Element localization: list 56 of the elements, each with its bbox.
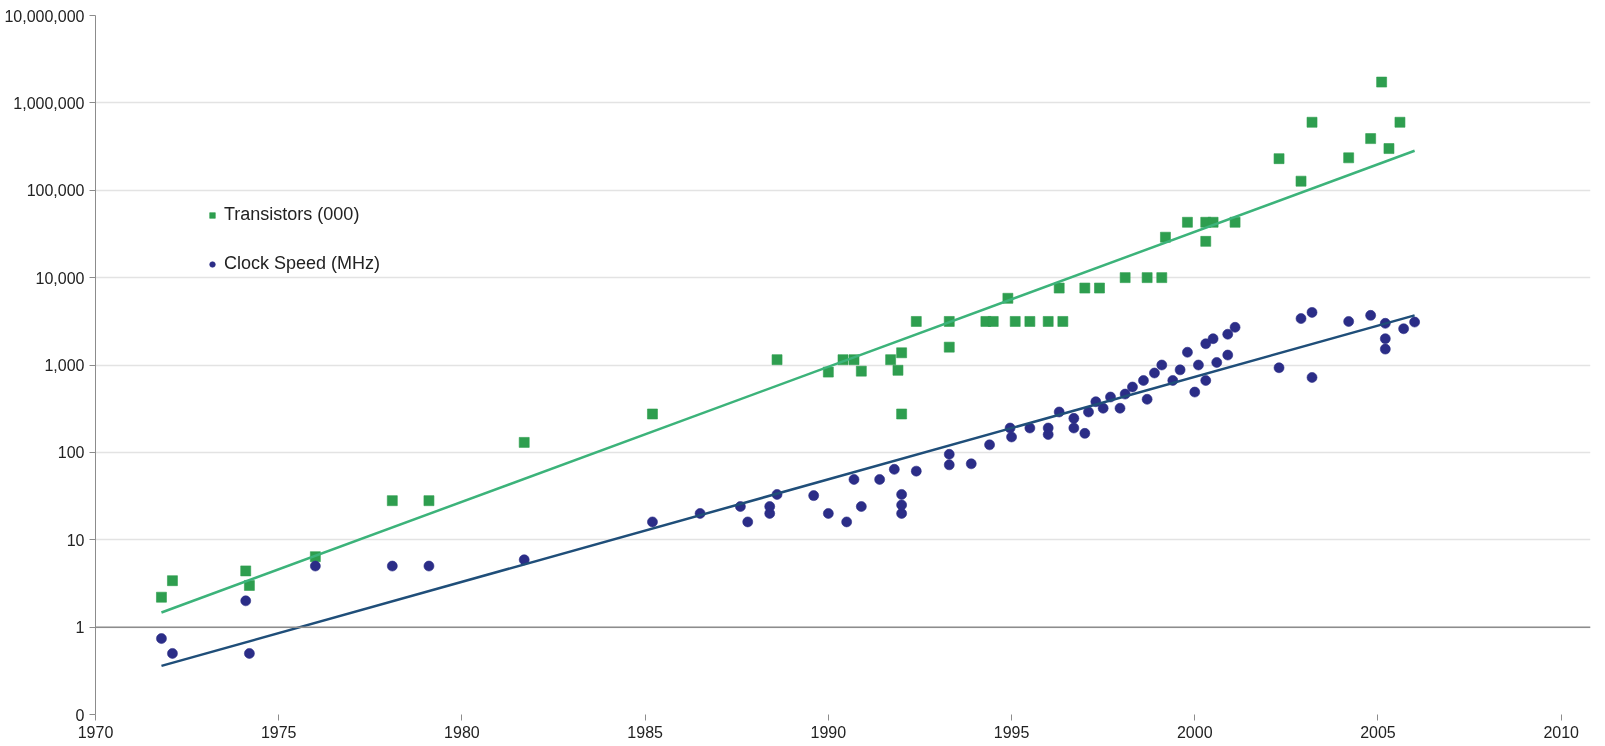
point: [885, 354, 897, 366]
point: [1094, 282, 1105, 294]
point: [1024, 315, 1036, 327]
point: [896, 347, 908, 359]
point: [1053, 282, 1065, 294]
point: [1079, 282, 1091, 294]
y-tick-label: 10: [66, 531, 85, 549]
point: [1376, 76, 1388, 88]
x-tick-label: 1980: [444, 723, 480, 741]
y-tick-label: 10,000: [35, 269, 85, 287]
point: [1273, 153, 1285, 165]
point: [1181, 216, 1193, 228]
y-tick-label: 0: [75, 706, 85, 724]
point: [910, 315, 922, 327]
point: [1057, 315, 1069, 327]
point: [1306, 116, 1318, 128]
point: [386, 495, 398, 507]
x-tick-label: 1970: [77, 723, 114, 741]
x-tick-label: 1985: [627, 723, 664, 741]
point: [240, 565, 252, 577]
point: [1119, 272, 1131, 284]
y-tick-label: 1,000,000: [13, 94, 85, 112]
point: [1200, 235, 1212, 247]
point: [1156, 272, 1168, 284]
x-tick-label: 2010: [1543, 723, 1580, 741]
x-tick-label: 2005: [1360, 723, 1396, 741]
y-tick-label: 100,000: [26, 182, 85, 200]
y-tick-label: 1: [75, 619, 85, 637]
point: [1042, 315, 1054, 327]
point: [1295, 175, 1307, 187]
point: [166, 575, 178, 587]
x-tick-label: 2000: [1176, 723, 1213, 741]
point: [1343, 152, 1355, 164]
point: [1394, 116, 1406, 128]
point: [518, 436, 530, 448]
point: [892, 364, 904, 376]
point: [987, 315, 999, 327]
point: [155, 591, 167, 603]
point: [943, 341, 955, 353]
point: [423, 495, 435, 507]
y-tick-label: 100: [57, 444, 85, 462]
legend-label: Transistors (000): [224, 204, 360, 225]
point: [1383, 143, 1395, 155]
point: [1009, 315, 1021, 327]
y-tick-label: 10,000,000: [4, 7, 85, 25]
point: [855, 365, 867, 377]
x-tick-label: 1990: [810, 723, 847, 741]
point: [771, 354, 783, 366]
y-tick-label: 1,000: [44, 357, 85, 374]
point: [1365, 133, 1377, 145]
point: [896, 408, 908, 420]
point: [1141, 272, 1153, 284]
x-tick-label: 1975: [260, 723, 297, 741]
x-tick-label: 1995: [993, 723, 1030, 741]
legend-label: Clock Speed (MHz): [224, 253, 381, 274]
point: [646, 408, 658, 420]
